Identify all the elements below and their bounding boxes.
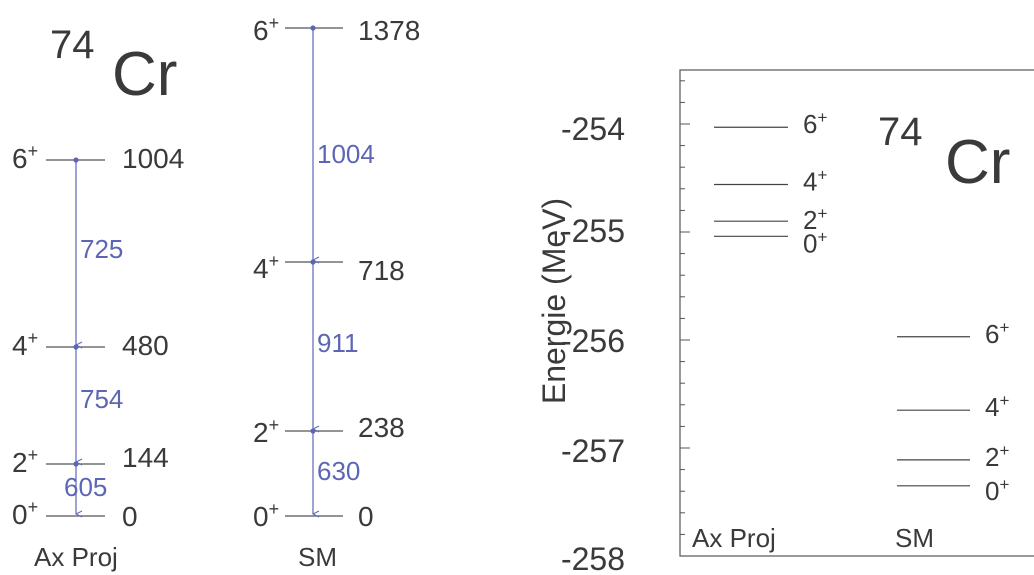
energy-label: 238 <box>358 412 405 443</box>
energy-label: 144 <box>122 442 169 473</box>
column-label: SM <box>298 542 337 572</box>
spin-label: 0+ <box>253 499 279 532</box>
level-lines: 6+4+2+0+6+4+2+0+ <box>714 108 1009 506</box>
y-tick-label: -256 <box>561 323 625 359</box>
transition-energy: 754 <box>80 384 123 414</box>
level-spin-label: 0+ <box>985 475 1009 506</box>
energy-label: 0 <box>122 501 138 532</box>
ax-proj-scheme: 6+ 4+ 2+ 0+ 1004 480 144 0 725 754 605 A… <box>12 141 184 572</box>
energy-label: 480 <box>122 330 169 361</box>
level-dot <box>73 157 79 163</box>
level-spin-label: 0+ <box>803 227 827 258</box>
sm-scheme: 6+ 4+ 2+ 0+ 1378 718 238 0 1004 911 630 … <box>253 13 420 572</box>
level-dot <box>310 428 316 434</box>
level-dot <box>310 259 316 265</box>
level-dot <box>73 344 79 350</box>
transition-energy: 630 <box>317 456 360 486</box>
level-spin-label: 4+ <box>803 165 827 196</box>
spin-label: 0+ <box>12 497 38 530</box>
level-spin-label: 2+ <box>985 441 1009 472</box>
y-tick-label: -257 <box>561 433 625 469</box>
nucleus-label-left: 74 Cr <box>50 23 177 109</box>
y-axis-label: Energie (MeV) <box>536 198 572 404</box>
y-tick-label: -255 <box>561 213 625 249</box>
energy-plot: Energie (MeV) -254 -255 -256 -257 -258 6… <box>536 69 1034 575</box>
transition-energy: 1004 <box>317 139 375 169</box>
mass-number: 74 <box>878 110 923 154</box>
spin-label: 6+ <box>12 141 38 174</box>
column-label: Ax Proj <box>692 523 776 553</box>
spin-label: 2+ <box>12 445 38 478</box>
energy-label: 718 <box>358 255 405 286</box>
level-spin-label: 6+ <box>803 108 827 139</box>
energy-label: 1004 <box>122 143 184 174</box>
spin-label: 6+ <box>253 13 279 46</box>
y-axis <box>680 80 690 557</box>
energy-label: 0 <box>358 501 374 532</box>
level-dot <box>73 461 79 467</box>
level-spin-label: 6+ <box>985 318 1009 349</box>
transition-energy: 911 <box>317 328 358 358</box>
plot-frame <box>679 69 1034 557</box>
level-spin-label: 4+ <box>985 391 1009 422</box>
level-spin-label: 2+ <box>803 204 827 235</box>
energy-label: 1378 <box>358 15 420 46</box>
transition-energy: 605 <box>64 472 107 502</box>
element-symbol: Cr <box>945 128 1010 197</box>
mass-number: 74 <box>50 23 95 67</box>
element-symbol: Cr <box>112 40 177 109</box>
transition-energy: 725 <box>80 234 123 264</box>
column-label: Ax Proj <box>34 542 118 572</box>
spin-label: 4+ <box>253 251 279 284</box>
y-tick-label: -258 <box>561 541 625 575</box>
spin-label: 2+ <box>253 415 279 448</box>
column-label: SM <box>895 523 934 553</box>
y-tick-label: -254 <box>561 111 625 147</box>
level-dot <box>310 25 316 31</box>
spin-label: 4+ <box>12 328 38 361</box>
